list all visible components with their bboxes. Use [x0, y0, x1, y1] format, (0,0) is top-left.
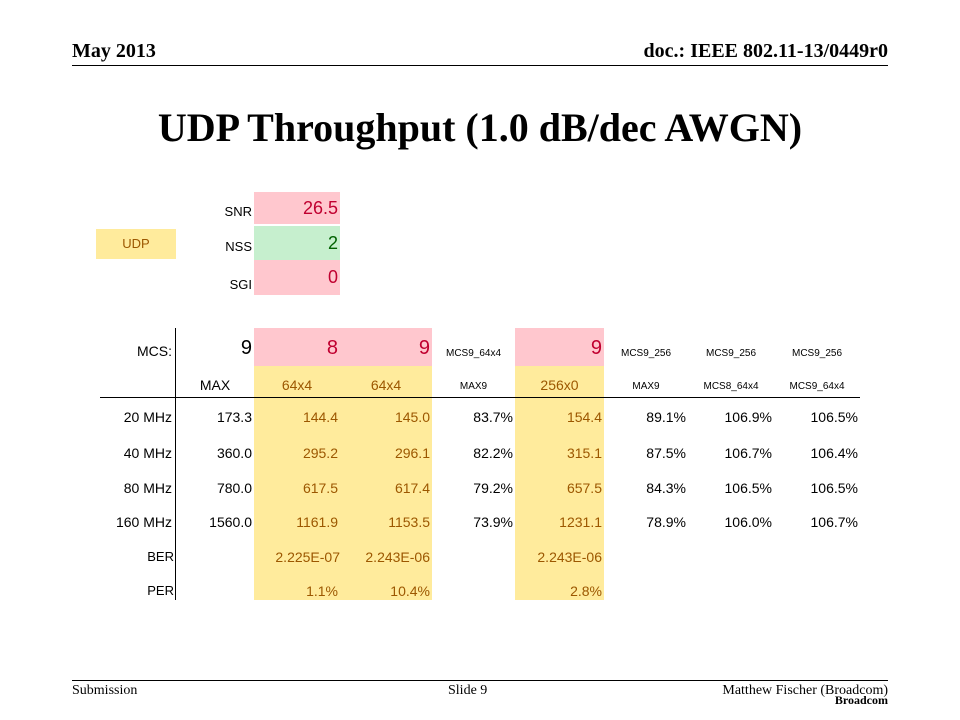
row-160mhz-ratio4: 106.7%: [810, 514, 858, 530]
col-64x4-a-bg: [254, 366, 340, 600]
sub-col-1: MAX: [199, 377, 231, 393]
sub-col-4: MAX9: [459, 381, 488, 392]
sgi-value: 0: [254, 260, 340, 295]
col-64x4-b-bg: [340, 366, 432, 600]
row-40mhz-label: 40 MHz: [123, 445, 172, 461]
row-160mhz-max: 1560.0: [209, 514, 252, 530]
row-40mhz-256: 315.1: [566, 445, 602, 461]
row-160mhz-ratio1: 73.9%: [473, 514, 513, 530]
footer-author: Matthew Fischer (Broadcom): [722, 683, 888, 698]
col-mcs9-bg: [340, 328, 432, 366]
col-mcs9-256-bg: [515, 328, 604, 366]
slide-title: UDP Throughput (1.0 dB/dec AWGN): [157, 105, 803, 150]
ber-256: 2.243E-06: [537, 549, 602, 565]
sub-col-6: MAX9: [632, 381, 660, 392]
row-80mhz-ratio3: 106.5%: [724, 480, 772, 496]
sub-col-5: 256x0: [540, 377, 579, 393]
sgi-label: SGI: [229, 277, 252, 292]
footer-company: Broadcom: [834, 693, 888, 707]
snr-label: SNR: [224, 204, 252, 219]
mcs-label: MCS:: [137, 343, 172, 359]
mcs-col-5: 9: [590, 337, 602, 359]
row-40mhz-mcs9: 296.1: [394, 445, 430, 461]
row-160mhz-ratio3: 106.0%: [724, 514, 772, 530]
row-20mhz-label: 20 MHz: [123, 409, 172, 425]
mcs-col-4: MCS9_64x4: [445, 348, 502, 359]
udp-label: UDP: [96, 229, 176, 259]
sub-col-7: MCS8_64x4: [703, 381, 759, 392]
footer-slide-number: Slide 9: [448, 683, 488, 698]
row-80mhz-max: 780.0: [216, 480, 252, 496]
row-80mhz-mcs9: 617.4: [394, 480, 430, 496]
mcs-col-1: 9: [240, 337, 252, 359]
row-80mhz-ratio4: 106.5%: [810, 480, 858, 496]
row-20mhz-ratio2: 89.1%: [646, 409, 686, 425]
per-mcs8: 1.1%: [306, 583, 338, 599]
ber-label: BER: [147, 549, 174, 564]
row-160mhz-mcs8: 1161.9: [296, 514, 338, 530]
row-40mhz-ratio3: 106.7%: [724, 445, 772, 461]
ber-mcs8: 2.225E-07: [275, 549, 340, 565]
nss-value: 2: [254, 226, 340, 260]
row-40mhz-ratio2: 87.5%: [646, 445, 686, 461]
row-160mhz-label: 160 MHz: [115, 514, 172, 530]
per-label: PER: [147, 583, 174, 598]
mcs-col-2: 8: [326, 337, 338, 359]
row-20mhz-mcs9: 145.0: [394, 409, 430, 425]
header-doc-id: doc.: IEEE 802.11-13/0449r0: [643, 40, 888, 62]
table-vertical-rule: [175, 328, 176, 600]
table-horizontal-rule: [100, 397, 860, 398]
ber-mcs9: 2.243E-06: [365, 549, 430, 565]
nss-label: NSS: [225, 239, 252, 254]
row-80mhz-label: 80 MHz: [123, 480, 172, 496]
row-20mhz-ratio3: 106.9%: [724, 409, 772, 425]
snr-value: 26.5: [254, 192, 340, 224]
row-80mhz-ratio1: 79.2%: [473, 480, 513, 496]
row-160mhz-256: 1231.1: [559, 514, 602, 530]
row-160mhz-mcs9: 1153.5: [388, 514, 430, 530]
header-rule: [72, 65, 888, 66]
row-40mhz-ratio1: 82.2%: [473, 445, 513, 461]
row-80mhz-ratio2: 84.3%: [646, 480, 686, 496]
mcs-col-3: 9: [418, 337, 430, 359]
row-20mhz-mcs8: 144.4: [302, 409, 338, 425]
row-40mhz-max: 360.0: [216, 445, 252, 461]
mcs-col-6: MCS9_256: [620, 348, 672, 359]
mcs-col-7: MCS9_256: [705, 348, 757, 359]
row-20mhz-ratio4: 106.5%: [810, 409, 858, 425]
sub-col-2: 64x4: [281, 377, 313, 393]
sub-col-3: 64x4: [370, 377, 402, 393]
footer-submission: Submission: [72, 683, 138, 698]
col-mcs8-bg: [254, 328, 340, 366]
sub-col-8: MCS9_64x4: [789, 381, 845, 392]
row-20mhz-ratio1: 83.7%: [473, 409, 513, 425]
mcs-col-8: MCS9_256: [791, 348, 843, 359]
row-80mhz-256: 657.5: [566, 480, 602, 496]
col-256x0-bg: [515, 366, 604, 600]
per-mcs9: 10.4%: [390, 583, 430, 599]
row-20mhz-max: 173.3: [216, 409, 252, 425]
row-40mhz-mcs8: 295.2: [302, 445, 338, 461]
row-20mhz-256: 154.4: [566, 409, 602, 425]
row-80mhz-mcs8: 617.5: [302, 480, 338, 496]
row-160mhz-ratio2: 78.9%: [646, 514, 686, 530]
footer-rule: [72, 680, 888, 681]
header-date: May 2013: [72, 40, 156, 62]
row-40mhz-ratio4: 106.4%: [810, 445, 858, 461]
per-256: 2.8%: [570, 583, 602, 599]
